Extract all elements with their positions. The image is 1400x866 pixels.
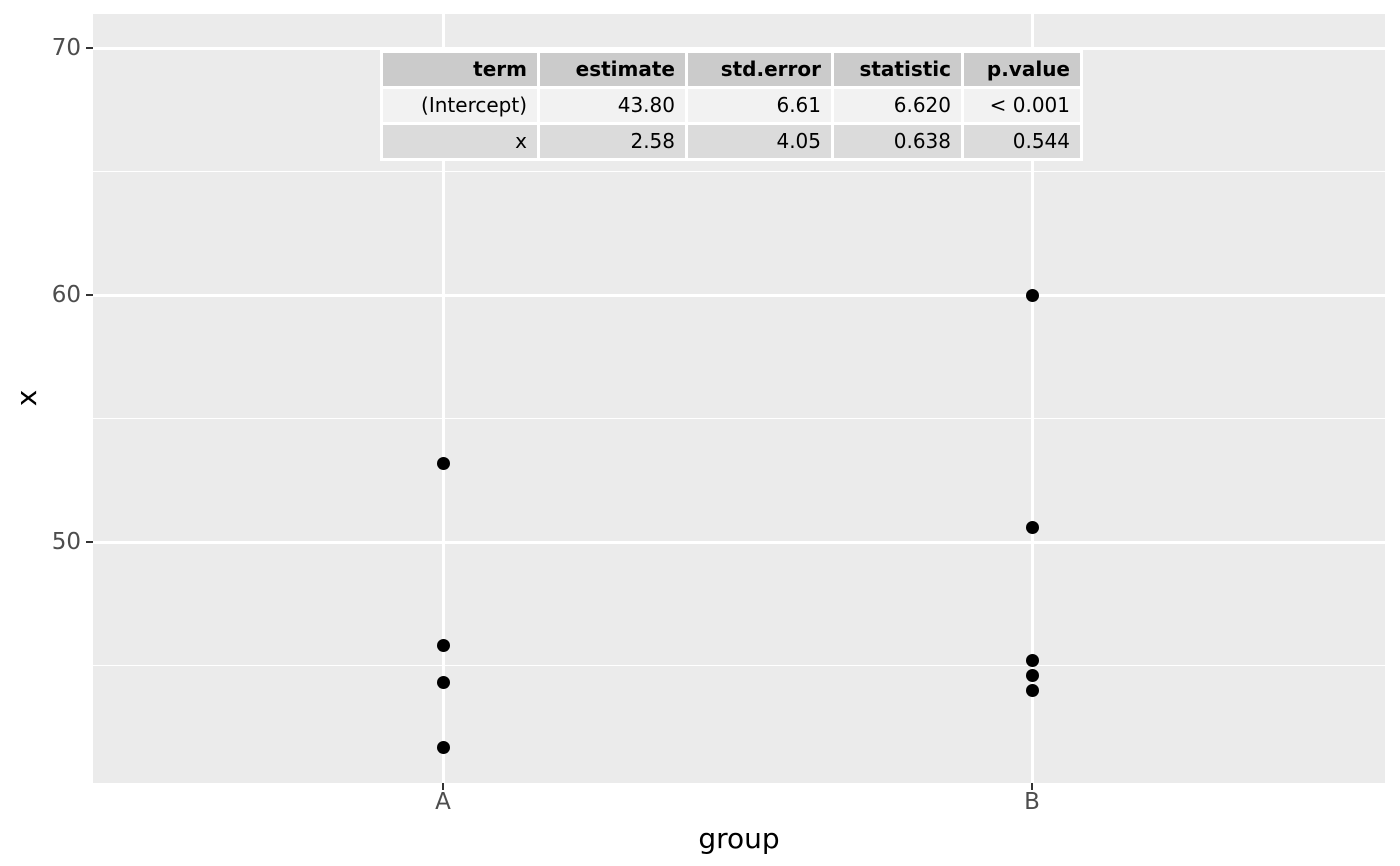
table-header-estimate: estimate bbox=[540, 53, 685, 86]
table-cell: 2.58 bbox=[540, 125, 685, 158]
data-point-B bbox=[1025, 520, 1039, 534]
data-point-B bbox=[1025, 669, 1039, 683]
table-header-term: term bbox=[383, 53, 537, 86]
y-axis-title: x bbox=[10, 389, 43, 407]
y-tick-label: 70 bbox=[51, 35, 81, 62]
data-point-B bbox=[1025, 683, 1039, 697]
gridline-major-y-50 bbox=[93, 540, 1385, 544]
table-cell: 0.544 bbox=[964, 125, 1080, 158]
table-cell: 43.80 bbox=[540, 89, 685, 122]
y-axis-tick bbox=[86, 47, 93, 50]
x-tick-label: B bbox=[1024, 789, 1040, 815]
regression-summary-table: term estimate std.error statistic p.value (In… bbox=[380, 50, 1083, 161]
y-tick-label: 60 bbox=[51, 282, 81, 309]
x-axis-title: group bbox=[698, 822, 780, 855]
data-point-A bbox=[436, 456, 450, 470]
gridline-major-y-70 bbox=[93, 46, 1385, 50]
gridline-minor-y-55 bbox=[93, 417, 1385, 420]
data-point-B bbox=[1025, 288, 1039, 302]
x-axis-tick bbox=[442, 783, 444, 790]
y-tick-label: 50 bbox=[51, 529, 81, 556]
x-tick-label: A bbox=[435, 789, 451, 815]
data-point-A bbox=[436, 740, 450, 754]
table-header-stderror: std.error bbox=[688, 53, 831, 86]
table-cell: 6.620 bbox=[834, 89, 961, 122]
y-axis-tick bbox=[86, 541, 93, 544]
table-cell: 0.638 bbox=[834, 125, 961, 158]
table-header-pvalue: p.value bbox=[964, 53, 1080, 86]
data-point-B bbox=[1025, 654, 1039, 668]
table-cell: 4.05 bbox=[688, 125, 831, 158]
table-cell: x bbox=[383, 125, 537, 158]
data-point-A bbox=[436, 639, 450, 653]
gridline-major-x-A bbox=[441, 14, 445, 783]
y-axis-tick bbox=[86, 294, 93, 297]
gridline-major-x-B bbox=[1030, 14, 1034, 783]
table-header-statistic: statistic bbox=[834, 53, 961, 86]
data-point-A bbox=[436, 676, 450, 690]
table-cell: (Intercept) bbox=[383, 89, 537, 122]
gridline-major-y-60 bbox=[93, 293, 1385, 297]
x-axis-tick bbox=[1031, 783, 1034, 790]
table-cell: < 0.001 bbox=[964, 89, 1080, 122]
table-cell: 6.61 bbox=[688, 89, 831, 122]
gridline-minor-y-65 bbox=[93, 170, 1385, 173]
gridline-minor-y-45 bbox=[93, 664, 1385, 667]
